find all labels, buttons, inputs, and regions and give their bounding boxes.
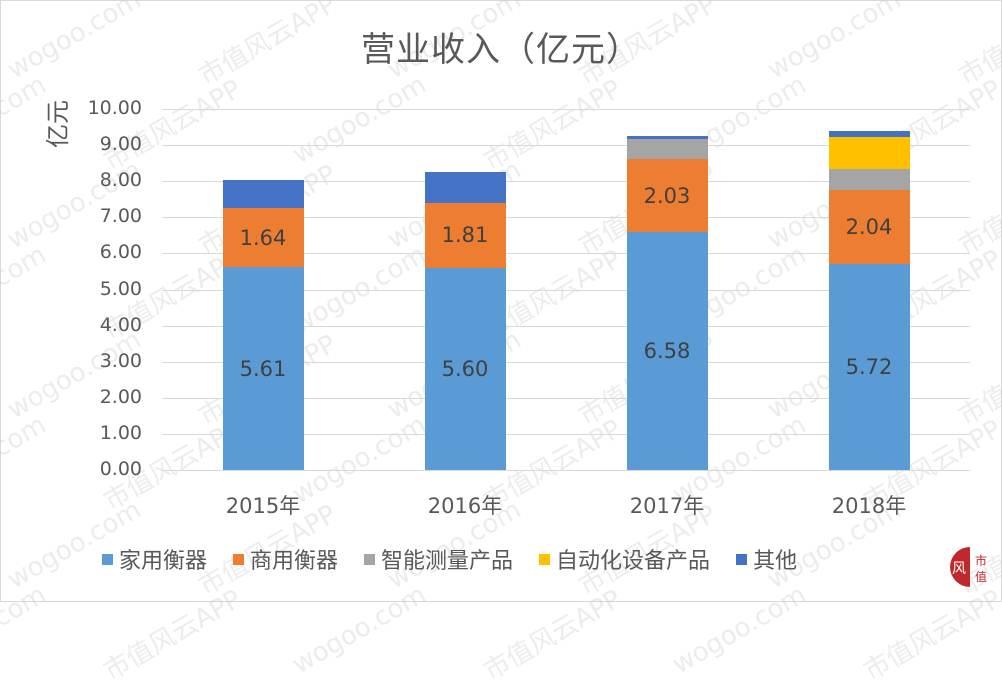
data-label: 1.64 bbox=[240, 226, 287, 250]
y-tick-label: 9.00 bbox=[78, 133, 142, 155]
bar-segment[interactable] bbox=[425, 172, 506, 202]
legend-label: 自动化设备产品 bbox=[556, 543, 710, 575]
bar-segment[interactable] bbox=[223, 180, 304, 208]
legend-label: 智能测量产品 bbox=[381, 543, 513, 575]
legend-label: 家用衡器 bbox=[119, 543, 207, 575]
legend-label: 商用衡器 bbox=[250, 543, 338, 575]
legend-swatch-icon bbox=[102, 554, 113, 565]
bar-segment[interactable]: 5.61 bbox=[223, 267, 304, 470]
bar-segment[interactable] bbox=[829, 169, 910, 190]
bar-segment[interactable] bbox=[627, 139, 708, 159]
data-label: 5.61 bbox=[240, 357, 287, 381]
legend-swatch-icon bbox=[736, 554, 747, 565]
legend-item[interactable]: 商用衡器 bbox=[233, 543, 338, 575]
bar-segment[interactable]: 5.72 bbox=[829, 264, 910, 470]
legend-swatch-icon bbox=[364, 554, 375, 565]
bar-2015年[interactable]: 5.61 1.64 bbox=[223, 109, 304, 470]
legend-item[interactable]: 家用衡器 bbox=[102, 543, 207, 575]
y-tick-label: 5.00 bbox=[78, 278, 142, 300]
y-tick-label: 4.00 bbox=[78, 314, 142, 336]
x-tick-label: 2015年 bbox=[203, 490, 323, 520]
bar-2017年[interactable]: 6.58 2.03 bbox=[627, 109, 708, 470]
x-tick-label: 2018年 bbox=[809, 490, 929, 520]
bar-segment[interactable] bbox=[829, 131, 910, 137]
x-tick-label: 2016年 bbox=[405, 490, 525, 520]
data-label: 6.58 bbox=[644, 339, 691, 363]
gridline bbox=[162, 470, 970, 471]
x-tick-label: 2017年 bbox=[607, 490, 727, 520]
y-tick-label: 10.00 bbox=[78, 97, 142, 119]
legend: 家用衡器 商用衡器 智能测量产品 自动化设备产品 其他 bbox=[102, 543, 797, 575]
brand-logo-icon: 风 市 值 bbox=[948, 545, 992, 589]
legend-item[interactable]: 智能测量产品 bbox=[364, 543, 513, 575]
y-tick-label: 3.00 bbox=[78, 350, 142, 372]
legend-swatch-icon bbox=[539, 554, 550, 565]
y-tick-label: 7.00 bbox=[78, 205, 142, 227]
bar-segment[interactable] bbox=[627, 136, 708, 139]
bar-segment[interactable]: 1.64 bbox=[223, 208, 304, 267]
y-axis-label: 亿元 bbox=[38, 100, 73, 148]
plot-area: 5.61 1.64 5.60 1.81 6.58 2.03 5.72 2.04 bbox=[162, 109, 970, 470]
svg-text:风: 风 bbox=[952, 561, 966, 577]
data-label: 5.72 bbox=[846, 355, 893, 379]
data-label: 5.60 bbox=[442, 357, 489, 381]
svg-text:市: 市 bbox=[975, 553, 987, 568]
chart-title: 营业收入（亿元） bbox=[0, 22, 1002, 71]
bar-2018年[interactable]: 5.72 2.04 bbox=[829, 109, 910, 470]
bar-segment[interactable]: 2.03 bbox=[627, 159, 708, 232]
bar-segment[interactable]: 5.60 bbox=[425, 268, 506, 470]
bar-segment[interactable]: 1.81 bbox=[425, 203, 506, 268]
svg-text:值: 值 bbox=[975, 569, 987, 584]
y-tick-label: 8.00 bbox=[78, 169, 142, 191]
y-tick-label: 1.00 bbox=[78, 422, 142, 444]
legend-item[interactable]: 其他 bbox=[736, 543, 797, 575]
legend-label: 其他 bbox=[753, 543, 797, 575]
legend-swatch-icon bbox=[233, 554, 244, 565]
bar-segment[interactable]: 6.58 bbox=[627, 232, 708, 470]
y-tick-label: 6.00 bbox=[78, 241, 142, 263]
bar-segment[interactable]: 2.04 bbox=[829, 190, 910, 264]
bar-2016年[interactable]: 5.60 1.81 bbox=[425, 109, 506, 470]
y-tick-label: 0.00 bbox=[78, 458, 142, 480]
bar-segment[interactable] bbox=[829, 137, 910, 169]
data-label: 1.81 bbox=[442, 223, 489, 247]
data-label: 2.04 bbox=[846, 215, 893, 239]
legend-item[interactable]: 自动化设备产品 bbox=[539, 543, 710, 575]
data-label: 2.03 bbox=[644, 184, 691, 208]
y-tick-label: 2.00 bbox=[78, 386, 142, 408]
